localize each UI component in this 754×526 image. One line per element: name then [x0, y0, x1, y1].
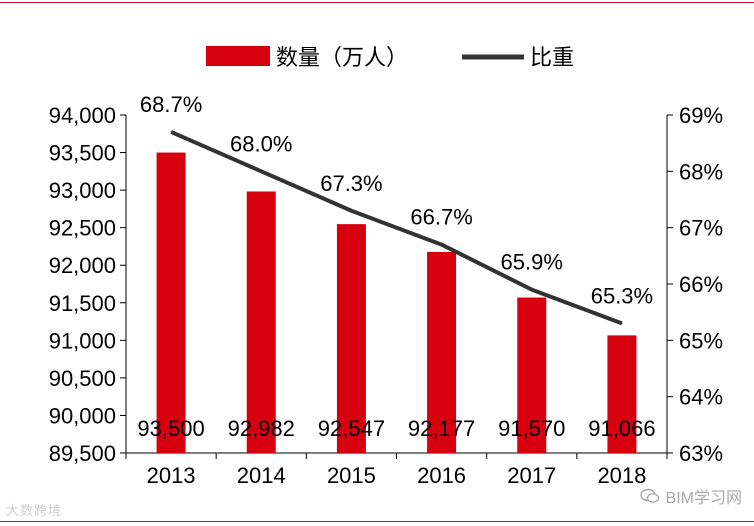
line-point	[260, 170, 262, 172]
left-axis: 89,500 90,000 90,500 91,000 91,500 92,000 92,5…	[49, 103, 127, 466]
legend-bar-swatch	[206, 46, 270, 66]
right-axis-tick-label: 67%	[679, 216, 723, 241]
bar-data-label: 91,570	[498, 416, 565, 441]
left-axis-tick-label: 92,000	[49, 253, 116, 278]
bar-data-label: 92,177	[408, 416, 475, 441]
line-data-labels: 68.7% 68.0% 67.3% 66.7% 65.9% 65.3%	[140, 92, 653, 309]
x-axis-tick-label: 2016	[417, 463, 466, 488]
left-axis-tick-label: 94,000	[49, 103, 116, 128]
line-point	[441, 244, 443, 246]
left-axis-tick-label: 92,500	[49, 216, 116, 241]
left-axis-tick-label: 90,500	[49, 366, 116, 391]
bar-2015	[336, 224, 366, 453]
line-data-label: 65.3%	[591, 283, 653, 308]
x-axis-tick-label: 2017	[507, 463, 556, 488]
line-path	[170, 130, 623, 326]
line-data-label: 66.7%	[410, 205, 472, 230]
bar-2017	[517, 297, 547, 453]
line-data-label: 68.0%	[230, 131, 292, 156]
watermark-right: BIM学习网	[639, 484, 742, 508]
line-point	[170, 131, 172, 133]
line-data-label: 65.9%	[501, 250, 563, 275]
line-data-label: 67.3%	[320, 171, 382, 196]
line-point	[621, 322, 623, 324]
left-axis-tick-label: 89,500	[49, 441, 116, 466]
line-data-label: 68.7%	[140, 92, 202, 117]
bar-series	[156, 152, 637, 454]
legend-bar-label: 数量（万人）	[276, 45, 408, 70]
left-axis-tick-label: 91,500	[49, 291, 116, 316]
x-axis: 2013 2014 2015 2016 2017 2018	[125, 452, 668, 488]
x-axis-tick-label: 2015	[327, 463, 376, 488]
left-axis-tick-label: 91,000	[49, 328, 116, 353]
bar-2016	[427, 251, 457, 453]
right-axis-tick-label: 64%	[679, 385, 723, 410]
right-axis-tick-label: 65%	[679, 328, 723, 353]
right-axis: 63% 64% 65% 66% 67% 68% 69%	[666, 103, 723, 466]
watermark-left: 大数跨境	[6, 503, 63, 518]
bottom-rule	[0, 521, 754, 522]
bar-data-label: 93,500	[137, 416, 204, 441]
bar-data-labels: 93,500 92,982 92,547 92,177 91,570 91,066	[137, 416, 655, 441]
x-axis-tick-label: 2014	[237, 463, 286, 488]
right-axis-tick-label: 63%	[679, 441, 723, 466]
line-point	[350, 210, 352, 212]
right-axis-tick-label: 66%	[679, 272, 723, 297]
bar-data-label: 92,982	[228, 416, 295, 441]
bar-2018	[607, 335, 637, 453]
legend: 数量（万人） 比重	[206, 45, 574, 70]
line-point	[531, 289, 533, 291]
left-axis-tick-label: 90,000	[49, 403, 116, 428]
x-axis-tick-label: 2013	[147, 463, 196, 488]
left-axis-tick-label: 93,500	[49, 141, 116, 166]
bar-data-label: 91,066	[588, 416, 655, 441]
left-axis-tick-label: 93,000	[49, 178, 116, 203]
bar-2014	[246, 191, 276, 453]
line-series	[170, 130, 623, 326]
top-rule	[0, 2, 754, 3]
bar-2013	[156, 152, 186, 454]
x-axis-tick-label: 2018	[597, 463, 646, 488]
right-axis-tick-label: 69%	[679, 103, 723, 128]
bar-data-label: 92,547	[318, 416, 385, 441]
right-axis-tick-label: 68%	[679, 159, 723, 184]
wechat-icon	[639, 488, 660, 504]
watermark-right-text: BIM学习网	[665, 490, 742, 507]
legend-line-label: 比重	[530, 45, 574, 70]
